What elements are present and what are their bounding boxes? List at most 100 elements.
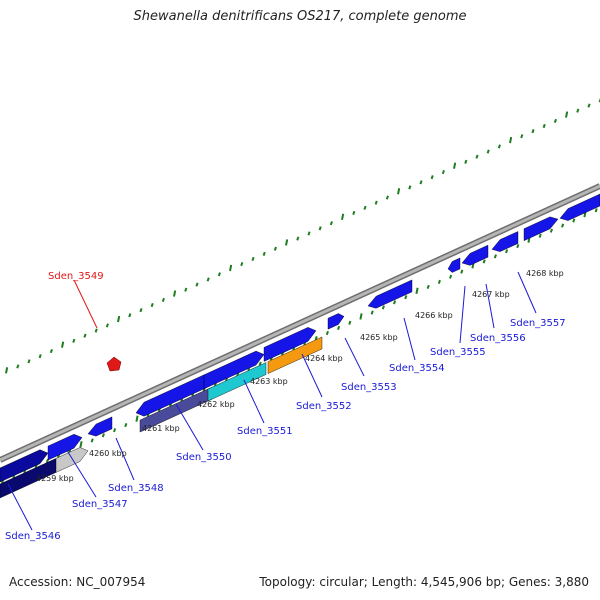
gene-label-sden-3556: Sden_3556	[470, 333, 526, 344]
leader-line	[301, 353, 323, 398]
gene-sden-3546-block	[0, 449, 49, 483]
inner-tick	[449, 274, 453, 279]
gene-block	[523, 216, 559, 242]
leader-line	[517, 271, 537, 314]
inner-tick	[124, 423, 128, 428]
outer-tick	[240, 262, 244, 267]
outer-tick	[285, 239, 289, 246]
scale-label: 4259 kbp	[36, 474, 74, 483]
inner-tick	[538, 233, 542, 238]
outer-tick	[5, 367, 9, 374]
inner-tick	[493, 254, 497, 259]
leader-line	[485, 283, 495, 329]
outer-tick	[565, 111, 569, 118]
outer-tick	[61, 341, 65, 348]
outer-tick	[587, 103, 591, 108]
inner-tick	[460, 269, 464, 274]
leader-line	[175, 403, 204, 451]
gene-block	[87, 416, 113, 437]
outer-tick	[83, 333, 87, 338]
leader-line	[344, 337, 365, 377]
outer-tick	[363, 205, 367, 210]
outer-tick	[497, 144, 501, 149]
gene-label-sden-3548: Sden_3548	[108, 483, 164, 494]
outer-tick	[486, 149, 490, 154]
outer-tick	[374, 200, 378, 205]
inner-tick	[314, 336, 318, 341]
inner-tick	[594, 208, 598, 213]
outer-tick	[217, 272, 221, 277]
inner-tick	[482, 259, 486, 264]
inner-tick	[79, 441, 83, 448]
outer-tick	[206, 277, 210, 282]
inner-tick	[101, 433, 105, 438]
gene-block	[461, 244, 489, 266]
outer-tick	[94, 328, 98, 333]
gene-block	[559, 193, 600, 221]
gene-block	[263, 327, 317, 362]
inner-tick	[370, 310, 374, 315]
outer-tick	[307, 231, 311, 236]
outer-tick	[72, 338, 76, 343]
outer-tick	[509, 136, 513, 144]
outer-tick	[419, 180, 423, 185]
scale-label: 4262 kbp	[197, 400, 235, 409]
backbone-highlight	[0, 184, 600, 462]
label-leaders	[7, 271, 537, 531]
outer-tick	[542, 123, 546, 129]
outer-tick	[49, 348, 53, 354]
gene-block	[327, 313, 345, 330]
outer-tick	[139, 308, 143, 313]
inner-tick	[393, 300, 397, 305]
gene-block	[135, 374, 205, 417]
leader-line	[243, 379, 265, 424]
inner-tick	[561, 223, 565, 228]
outer-tick	[38, 354, 42, 359]
gene-label-sden-3549: Sden_3549	[48, 271, 104, 282]
gene-block	[447, 257, 461, 273]
outer-tick	[229, 264, 233, 272]
scale-label: 4261 kbp	[142, 424, 180, 433]
outer-tick	[408, 185, 412, 190]
gene-label-sden-3554: Sden_3554	[389, 363, 445, 374]
outer-tick	[531, 129, 535, 134]
inner-tick	[572, 218, 576, 223]
outer-tick	[273, 246, 277, 251]
map-title: Shewanella denitrificans OS217, complete…	[133, 9, 467, 24]
leader-line	[115, 437, 135, 481]
leader-line	[459, 285, 466, 344]
outer-tick	[576, 108, 580, 113]
outer-tick	[329, 221, 333, 226]
gene-label-sden-3547: Sden_3547	[72, 499, 128, 510]
gene-label-sden-3557: Sden_3557	[510, 318, 566, 329]
outer-tick	[553, 118, 557, 123]
inner-tick	[258, 361, 262, 366]
inner-tick	[135, 415, 139, 422]
outer-tick	[430, 175, 434, 180]
gene-features	[0, 193, 600, 499]
outer-tick	[296, 236, 300, 241]
outer-tick	[262, 251, 266, 256]
scale-label: 4266 kbp	[415, 311, 453, 320]
gene-label-sden-3552: Sden_3552	[296, 401, 352, 412]
gene-label-sden-3546: Sden_3546	[5, 531, 61, 542]
gene-label-sden-3553: Sden_3553	[341, 382, 397, 393]
outer-tick	[117, 315, 121, 323]
inner-tick	[426, 284, 430, 290]
gene-label-sden-3550: Sden_3550	[176, 452, 232, 463]
outer-tick	[441, 169, 445, 175]
topology-summary: Topology: circular; Length: 4,545,906 bp…	[259, 575, 589, 589]
gene-sden-3552-block	[267, 336, 323, 374]
outer-tick	[161, 297, 165, 302]
outer-tick	[27, 359, 31, 364]
scale-label: 4260 kbp	[89, 449, 127, 458]
leader-line	[7, 483, 33, 531]
inner-tick	[325, 330, 329, 336]
outer-tick-track	[5, 98, 600, 374]
inner-tick	[348, 320, 352, 325]
gene-block	[203, 350, 265, 390]
genome-backbone	[0, 183, 600, 463]
gene-labels: Sden_3546 Sden_3547 Sden_3548 Sden_3549 Sden…	[5, 271, 566, 542]
outer-tick	[475, 154, 479, 159]
